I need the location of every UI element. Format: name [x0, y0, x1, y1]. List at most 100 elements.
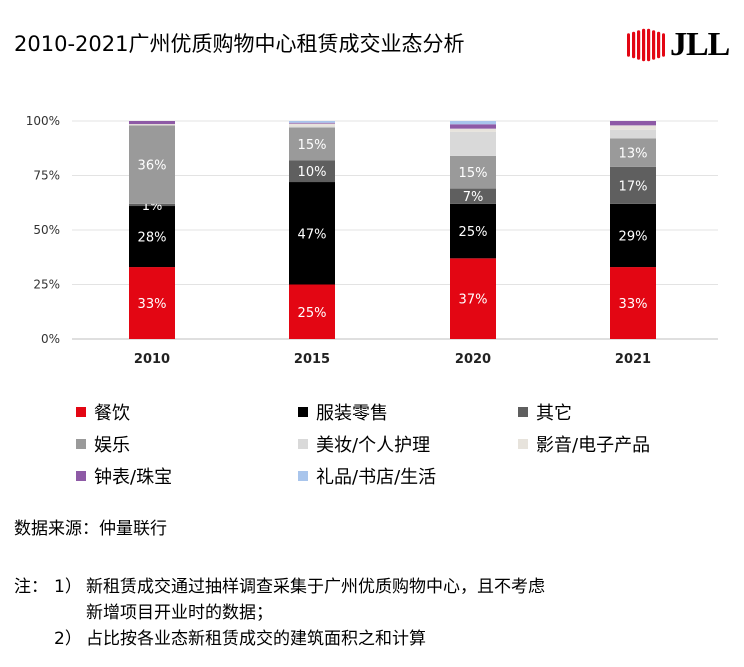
bars: 33%28%1%36%25%47%10%15%37%25%7%15%33%29%… — [129, 121, 656, 339]
legend-swatch — [518, 407, 528, 417]
x-axis: 2010 2015 2020 2021 — [134, 352, 651, 367]
legend-item-jewelry: 钟表/珠宝 — [76, 463, 172, 489]
legend-label: 美妆/个人护理 — [316, 435, 431, 456]
data-label: 13% — [619, 147, 648, 162]
legend-item-apparel: 服装零售 — [298, 399, 388, 425]
bar-segment — [289, 182, 335, 285]
note-2-number: 2） — [54, 629, 82, 649]
bar-segment — [610, 121, 656, 126]
bar-segment — [289, 160, 335, 183]
data-label: 7% — [463, 190, 484, 205]
legend-label: 服装零售 — [316, 403, 388, 424]
bar-segment — [289, 121, 335, 123]
bar-segment — [289, 123, 335, 127]
legend-swatch — [76, 471, 86, 481]
legend-swatch — [298, 471, 308, 481]
legend-label: 餐饮 — [94, 403, 130, 424]
bar-segment — [450, 203, 496, 259]
bar-segment — [450, 128, 496, 132]
logo-stripes — [627, 28, 665, 62]
data-label: 25% — [459, 225, 488, 240]
data-label: 15% — [298, 138, 327, 153]
bar-segment — [450, 121, 496, 125]
legend-label: 娱乐 — [94, 435, 130, 456]
legend-item-other: 其它 — [518, 399, 572, 425]
x-tick-label: 2021 — [615, 352, 651, 367]
logo-stripe — [637, 30, 641, 60]
legend-item-dining: 餐饮 — [76, 399, 130, 425]
legend-swatch — [76, 407, 86, 417]
bar-segment — [129, 267, 175, 339]
bar-segment — [289, 284, 335, 339]
bar-segment — [610, 203, 656, 268]
data-label: 25% — [298, 306, 327, 321]
bar-segment — [450, 131, 496, 156]
jll-logo-mark — [627, 28, 665, 62]
data-label: 37% — [459, 293, 488, 308]
x-tick-label: 2010 — [134, 352, 170, 367]
data-label: 28% — [138, 231, 167, 246]
logo-stripe — [657, 31, 661, 59]
data-label: 36% — [138, 159, 167, 174]
y-tick-label: 0% — [41, 332, 60, 346]
bar-segment — [450, 155, 496, 189]
bar-segment — [450, 258, 496, 339]
legend-item-gifts: 礼品/书店/生活 — [298, 463, 436, 489]
legend-label: 其它 — [536, 403, 572, 424]
data-label: 33% — [138, 297, 167, 312]
bar-segment — [129, 125, 175, 204]
bar-segment — [129, 121, 175, 125]
legend-label: 钟表/珠宝 — [94, 467, 173, 488]
logo-stripe — [662, 33, 665, 57]
logo-stripe — [652, 30, 656, 60]
note-2-text: 占比按各业态新租赁成交的建筑面积之和计算 — [86, 629, 426, 649]
y-tick-label: 75% — [33, 169, 60, 183]
jll-logo-text: JLL — [670, 26, 730, 63]
data-label: 29% — [619, 229, 648, 244]
legend-swatch — [518, 439, 528, 449]
legend-item-beauty: 美妆/个人护理 — [298, 431, 430, 457]
bar-segment — [289, 126, 335, 128]
legend-label: 影音/电子产品 — [536, 435, 651, 456]
bar-segment — [610, 166, 656, 204]
bar-segment — [610, 267, 656, 339]
x-tick-label: 2020 — [455, 352, 491, 367]
bar-segment — [129, 203, 175, 207]
legend-label: 礼品/书店/生活 — [316, 467, 437, 488]
logo-stripe — [642, 28, 646, 62]
bar-segment — [450, 124, 496, 129]
bar-segment — [450, 188, 496, 204]
x-tick-label: 2015 — [294, 352, 330, 367]
y-tick-label: 100% — [26, 114, 60, 128]
bar-segment — [610, 129, 656, 139]
data-label: 10% — [298, 165, 327, 180]
legend-item-electronics: 影音/电子产品 — [518, 431, 650, 457]
bar-segment — [289, 122, 335, 124]
note-1-number: 1） — [54, 577, 82, 597]
logo-stripe — [647, 28, 651, 62]
legend-swatch — [298, 439, 308, 449]
data-label: 47% — [298, 227, 327, 242]
note-1-line-1: 新租赁成交通过抽样调查采集于广州优质购物中心，且不考虑 — [86, 577, 545, 597]
legend-item-entertainment: 娱乐 — [76, 431, 130, 457]
y-tick-label: 25% — [33, 278, 60, 292]
y-axis: 0% 25% 50% 75% 100% — [26, 114, 60, 346]
data-label: 17% — [619, 179, 648, 194]
logo-stripe — [632, 31, 636, 59]
chart-title: 2010-2021广州优质购物中心租赁成交业态分析 — [14, 32, 465, 56]
bar-segment — [289, 127, 335, 161]
bar-segment — [610, 138, 656, 167]
data-label: 15% — [459, 166, 488, 181]
data-source: 数据来源：仲量联行 — [14, 519, 167, 539]
logo-stripe — [627, 33, 630, 57]
bar-segment — [129, 124, 175, 126]
note-1-line-2: 新增项目开业时的数据； — [86, 603, 273, 623]
data-label: 33% — [619, 297, 648, 312]
bar-segment — [129, 206, 175, 268]
legend: 餐饮 服装零售 其它 娱乐 美妆/个人护理 影音/电子产品 钟表/珠宝 礼品/书… — [0, 395, 744, 495]
legend-swatch — [76, 439, 86, 449]
bar-segment — [610, 125, 656, 130]
note-prefix: 注： — [14, 577, 48, 597]
stacked-bar-chart: 0%25%50%75%100% 33%28%1%36%25%47%10%15%3… — [26, 114, 718, 367]
y-tick-label: 50% — [33, 223, 60, 237]
